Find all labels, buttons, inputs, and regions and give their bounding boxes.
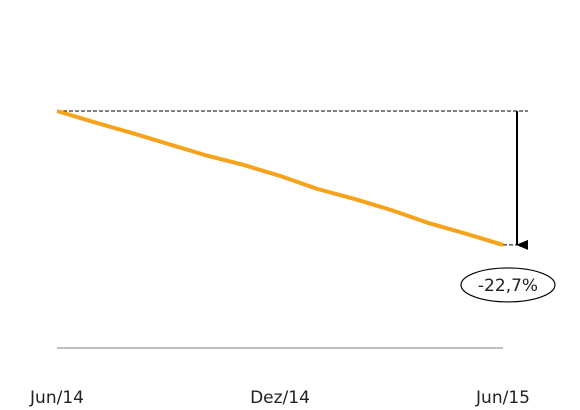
series-line [56,109,504,247]
x-tick-label: Dez/14 [250,388,310,408]
annotation: -22,7% [478,276,538,296]
annotation-ellipse [460,267,556,303]
x-tick-label: Jun/15 [475,388,530,408]
x-tick-label: Jun/14 [29,388,84,408]
